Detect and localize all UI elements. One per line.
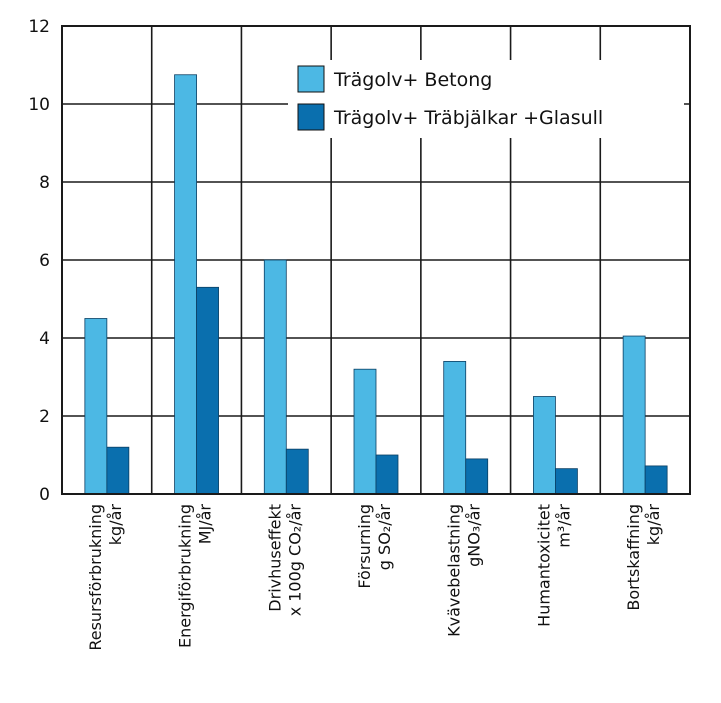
x-category-label: Resursförbrukning kg/år [86,504,125,651]
x-category-label: Försurning g SO₂/år [355,504,394,589]
y-tick-label: 12 [28,17,50,37]
legend-swatch-betong [297,65,325,93]
y-tick-label: 10 [28,95,50,115]
legend-label-glasull: Trägolv+ Träbjälkar +Glasull [333,107,603,129]
x-category-label: Humantoxicitet m³/år [534,504,573,627]
y-tick-label: 6 [39,251,50,271]
bar-glasull [285,448,309,495]
category-unit: MJ/år [196,504,215,545]
legend: Trägolv+ Betong Trägolv+ Träbjälkar +Gla… [288,60,684,138]
bar-betong [533,396,556,495]
bar-glasull [375,454,399,495]
bar-glasull [644,465,668,495]
bar-betong [443,360,467,495]
category-unit: kg/år [644,504,663,546]
category-unit: g SO₂/år [375,504,394,571]
x-axis: Resursförbrukning kg/år Energiförbrukning M… [86,504,663,651]
bar-betong [174,74,197,495]
plot-frame [61,25,691,495]
bar-glasull [555,468,578,495]
legend-label-betong: Trägolv+ Betong [333,69,492,91]
legend-swatch-glasull [297,103,325,131]
bars [84,74,668,495]
x-category-label: Drivhuseffekt x 100g CO₂/år [265,504,304,617]
bar-glasull [465,458,489,495]
category-unit: kg/år [106,504,125,546]
bar-glasull [106,446,130,495]
y-tick-label: 4 [39,329,50,349]
x-category-label: Bortskaffning kg/år [624,504,663,611]
bar-betong [263,259,287,495]
category-name: Energiförbrukning [176,504,195,648]
bar-glasull [196,286,219,495]
category-name: Bortskaffning [624,504,643,611]
category-unit: m³/år [554,504,573,548]
category-unit: x 100g CO₂/år [285,504,304,617]
category-name: Drivhuseffekt [265,504,284,612]
bar-betong [353,368,377,495]
x-category-label: Kvävebelastning gNO₃/år [445,504,484,637]
y-axis: 0 2 4 6 8 10 12 [28,17,50,505]
category-unit: gNO₃/år [465,504,484,567]
category-name: Humantoxicitet [534,504,553,627]
bar-betong [84,318,108,495]
y-tick-label: 2 [39,407,50,427]
legend-background [288,60,684,138]
bar-betong [622,335,646,495]
x-category-label: Energiförbrukning MJ/år [176,504,215,648]
y-tick-label: 8 [39,173,50,193]
y-tick-label: 0 [39,485,50,505]
category-name: Kvävebelastning [445,504,464,637]
category-name: Resursförbrukning [86,504,105,651]
plot-border [61,25,691,495]
category-name: Försurning [355,504,374,589]
